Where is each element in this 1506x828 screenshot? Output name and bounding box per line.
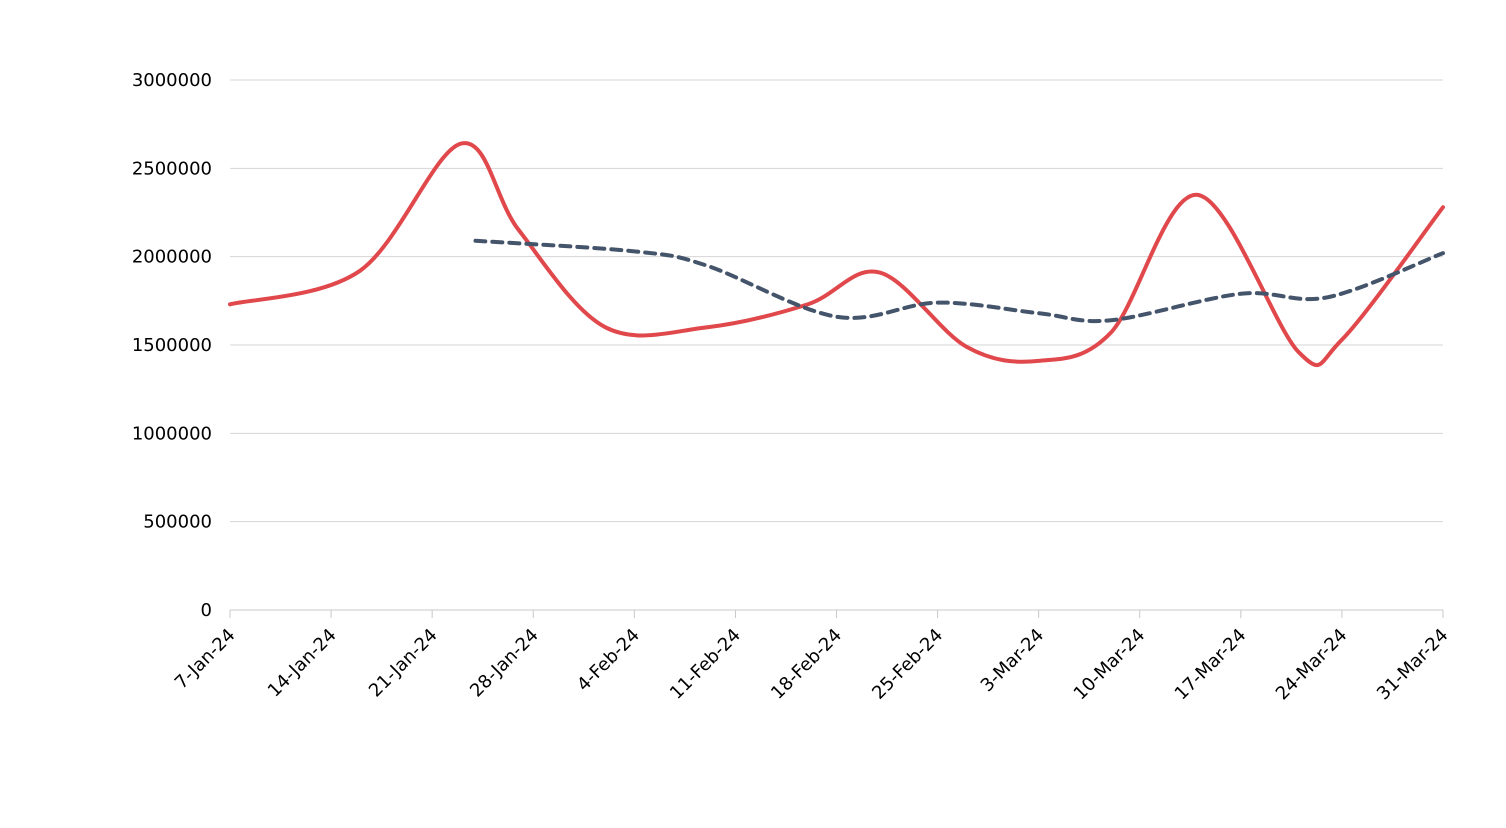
y-tick-label: 2000000 [132,247,212,268]
series-line-solid [228,141,1445,368]
x-axis [229,609,1444,618]
y-tick-label: 1500000 [132,335,212,356]
x-tick-label: 14-Jan-24 [264,625,341,702]
x-tick-label: 25-Feb-24 [868,625,947,704]
y-tick-label: 500000 [143,512,212,533]
x-axis-labels: 7-Jan-24 14-Jan-24 21-Jan-24 28-Jan-24 4-Feb… [171,625,1453,705]
x-tick-label: 28-Jan-24 [466,625,543,702]
x-tick-label: 4-Feb-24 [573,625,644,696]
y-tick-label: 3000000 [132,70,212,91]
gridlines [230,79,1443,523]
x-tick-label: 21-Jan-24 [365,625,442,702]
y-tick-label: 0 [201,600,212,621]
x-tick-label: 7-Jan-24 [171,625,240,694]
x-tick-label: 17-Mar-24 [1171,625,1251,705]
x-tick-label: 18-Feb-24 [767,625,846,704]
x-tick-label: 3-Mar-24 [977,625,1049,697]
x-tick-label: 11-Feb-24 [666,625,745,704]
y-axis-labels: 0 500000 1000000 1500000 2000000 2500000 30000… [132,70,212,621]
x-tick-label: 31-Mar-24 [1373,625,1453,705]
series-lines [228,141,1445,368]
y-tick-label: 1000000 [132,423,212,444]
x-tick-label: 24-Mar-24 [1272,625,1352,705]
y-tick-label: 2500000 [132,158,212,179]
series-line-dashed [473,238,1445,324]
x-tick-label: 10-Mar-24 [1070,625,1150,705]
